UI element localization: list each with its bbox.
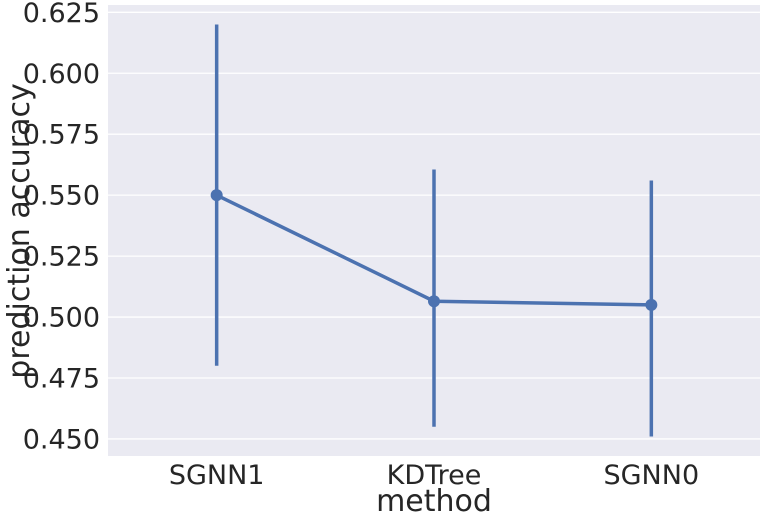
y-tick-label: 0.525	[23, 242, 100, 273]
y-tick-label: 0.625	[23, 0, 100, 29]
data-point	[210, 189, 223, 202]
x-tick-labels: SGNN1 KDTree SGNN0	[169, 460, 699, 491]
y-tick-label: 0.450	[23, 424, 100, 455]
y-tick-label: 0.550	[23, 181, 100, 212]
x-tick-label: KDTree	[387, 460, 482, 491]
x-axis-title: method	[376, 484, 492, 519]
y-tick-label: 0.600	[23, 59, 100, 90]
x-tick-label: SGNN1	[169, 460, 265, 491]
y-axis-title: prediction accuracy	[2, 83, 37, 378]
y-tick-label: 0.500	[23, 303, 100, 334]
data-point	[645, 298, 658, 311]
y-tick-labels: 0.450 0.475 0.500 0.525 0.550 0.575 0.600 0.625	[23, 0, 100, 455]
data-points	[210, 189, 658, 311]
y-tick-label: 0.475	[23, 363, 100, 394]
y-tick-label: 0.575	[23, 120, 100, 151]
data-point	[428, 295, 440, 308]
x-tick-label: SGNN0	[604, 460, 700, 491]
